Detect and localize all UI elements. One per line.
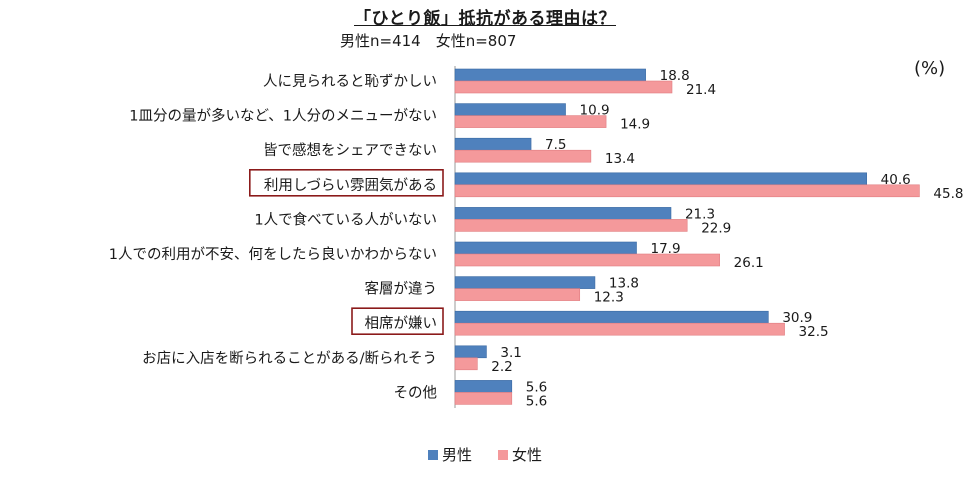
bar-male — [454, 310, 769, 324]
category-label: 人に見られると恥ずかしい — [263, 73, 437, 90]
chart-title: 「ひとり飯」抵抗がある理由は？ — [354, 9, 616, 29]
category-label: 利用しづらい雰囲気がある — [264, 177, 437, 194]
bar-male — [454, 137, 532, 151]
data-label-female: 45.8 — [933, 186, 963, 202]
bar-male — [454, 380, 513, 393]
category-label: 1皿分の量が多いなど、1人分のメニューがない — [129, 108, 437, 125]
bar-male — [454, 68, 646, 82]
data-label-male: 18.8 — [660, 68, 690, 84]
data-label-male: 17.9 — [651, 241, 681, 257]
legend-label-female: 女性 — [512, 446, 542, 464]
bar-female — [454, 149, 592, 163]
category-label: お店に入店を断られることがある/断られそう — [142, 350, 437, 367]
highlight-box — [249, 169, 444, 197]
bar-female — [454, 322, 785, 336]
category-label: 客層が違う — [365, 281, 438, 298]
data-label-female: 21.4 — [686, 82, 716, 98]
category-label: 1人での利用が不安、何をしたら良いかわからない — [109, 246, 437, 263]
category-label: 1人で食べている人がいない — [254, 211, 437, 228]
highlight-box — [351, 307, 444, 336]
unit-label: (%) — [914, 58, 946, 79]
chart-title-wrap: 「ひとり飯」抵抗がある理由は？ — [0, 4, 970, 29]
data-label-male: 21.3 — [685, 206, 715, 222]
data-label-male: 13.8 — [609, 276, 639, 292]
data-label-male: 3.1 — [500, 345, 521, 361]
data-label-female: 13.4 — [605, 151, 635, 167]
data-label-male: 30.9 — [782, 310, 812, 326]
data-label-female: 12.3 — [594, 290, 624, 306]
bar-female — [454, 357, 478, 371]
bar-female — [454, 80, 673, 94]
legend-label-male: 男性 — [442, 446, 472, 464]
data-label-male: 5.6 — [526, 379, 547, 395]
legend-swatch-male — [428, 450, 438, 460]
bar-male — [454, 172, 867, 186]
bar-male — [454, 103, 566, 116]
data-label-female: 26.1 — [734, 255, 764, 271]
bar-male — [454, 276, 596, 289]
data-label-male: 40.6 — [881, 172, 911, 188]
category-label: 相席が嫌い — [365, 315, 438, 332]
bar-male — [454, 241, 637, 255]
bar-female — [454, 253, 720, 267]
category-label: その他 — [394, 384, 438, 401]
bar-female — [454, 184, 920, 198]
data-label-female: 5.6 — [526, 393, 547, 409]
data-label-male: 7.5 — [545, 137, 566, 153]
data-label-male: 10.9 — [580, 103, 610, 119]
chart-subtitle: 男性n=414 女性n=807 — [340, 32, 517, 50]
legend-swatch-female — [498, 450, 508, 460]
bar-female — [454, 115, 607, 128]
data-label-female: 14.9 — [620, 117, 650, 133]
bar-male — [454, 345, 487, 359]
data-label-female: 22.9 — [701, 220, 731, 236]
bar-male — [454, 207, 672, 220]
bar-female — [454, 288, 581, 301]
category-label: 皆で感想をシェアできない — [263, 142, 437, 159]
data-label-female: 2.2 — [491, 359, 512, 375]
bar-female — [454, 392, 513, 405]
bar-female — [454, 219, 688, 232]
data-label-female: 32.5 — [799, 324, 829, 340]
